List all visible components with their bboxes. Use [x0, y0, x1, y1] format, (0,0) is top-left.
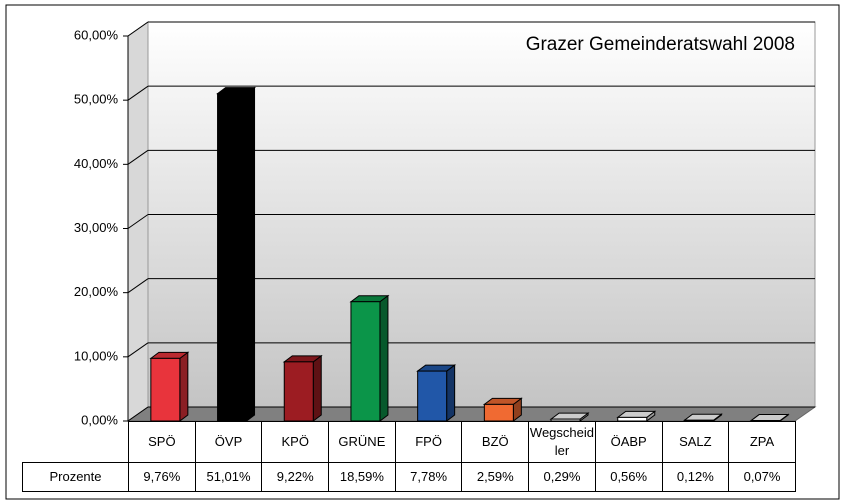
- y-tick-label: 40,00%: [74, 156, 119, 171]
- category-cell: ÖABP: [594, 421, 663, 463]
- value-cell: 0,29%: [528, 462, 596, 492]
- value-cell: 51,01%: [194, 462, 263, 492]
- category-cell: ZPA: [728, 421, 796, 463]
- value-cell: 0,56%: [594, 462, 663, 492]
- bar-side: [246, 86, 256, 422]
- bar-side: [179, 351, 189, 422]
- table-corner: [22, 421, 129, 463]
- bar: [550, 418, 581, 422]
- grid-line: [127, 406, 149, 422]
- category-cell: SALZ: [661, 421, 730, 463]
- bar-side: [312, 354, 322, 422]
- frame: [5, 4, 840, 500]
- y-tick-label: 10,00%: [74, 348, 119, 363]
- series-name-cell: Prozente: [22, 462, 129, 492]
- grid-line: [127, 149, 149, 165]
- value-cell: 7,78%: [394, 462, 463, 492]
- bar: [483, 403, 514, 422]
- bar: [350, 301, 381, 422]
- grid-line: [127, 214, 149, 229]
- value-cell: 0,07%: [728, 462, 796, 492]
- bar: [283, 361, 314, 422]
- bar-side: [379, 294, 389, 422]
- bar: [417, 370, 448, 422]
- y-tick-label: 60,00%: [74, 27, 119, 42]
- y-tick-label: 20,00%: [74, 284, 119, 299]
- category-cell: Wegscheidler: [528, 421, 596, 463]
- value-cell: 2,59%: [461, 462, 530, 492]
- y-tick-label: 30,00%: [74, 220, 119, 235]
- category-cell: KPÖ: [261, 421, 330, 463]
- bar-side: [446, 364, 456, 422]
- grid-line: [127, 21, 149, 37]
- category-cell: FPÖ: [394, 421, 463, 463]
- category-cell: ÖVP: [194, 421, 263, 463]
- grid-line: [127, 85, 149, 101]
- value-cell: 0,12%: [661, 462, 730, 492]
- value-cell: 9,76%: [128, 462, 196, 492]
- data-table: SPÖ ÖVP KPÖ GRÜNE FPÖ BZÖ Wegscheidler ÖABP SALZ…: [22, 421, 796, 492]
- bar: [150, 357, 181, 422]
- value-cell: 9,22%: [261, 462, 330, 492]
- value-cell: 18,59%: [328, 462, 396, 492]
- chart-title: Grazer Gemeinderatswahl 2008: [526, 34, 795, 55]
- y-tick-label: 50,00%: [74, 92, 119, 107]
- category-cell: GRÜNE: [328, 421, 396, 463]
- category-cell: BZÖ: [461, 421, 530, 463]
- grid-line: [127, 278, 149, 294]
- grid-line: [127, 342, 149, 358]
- category-cell: SPÖ: [128, 421, 196, 463]
- bar: [217, 93, 248, 422]
